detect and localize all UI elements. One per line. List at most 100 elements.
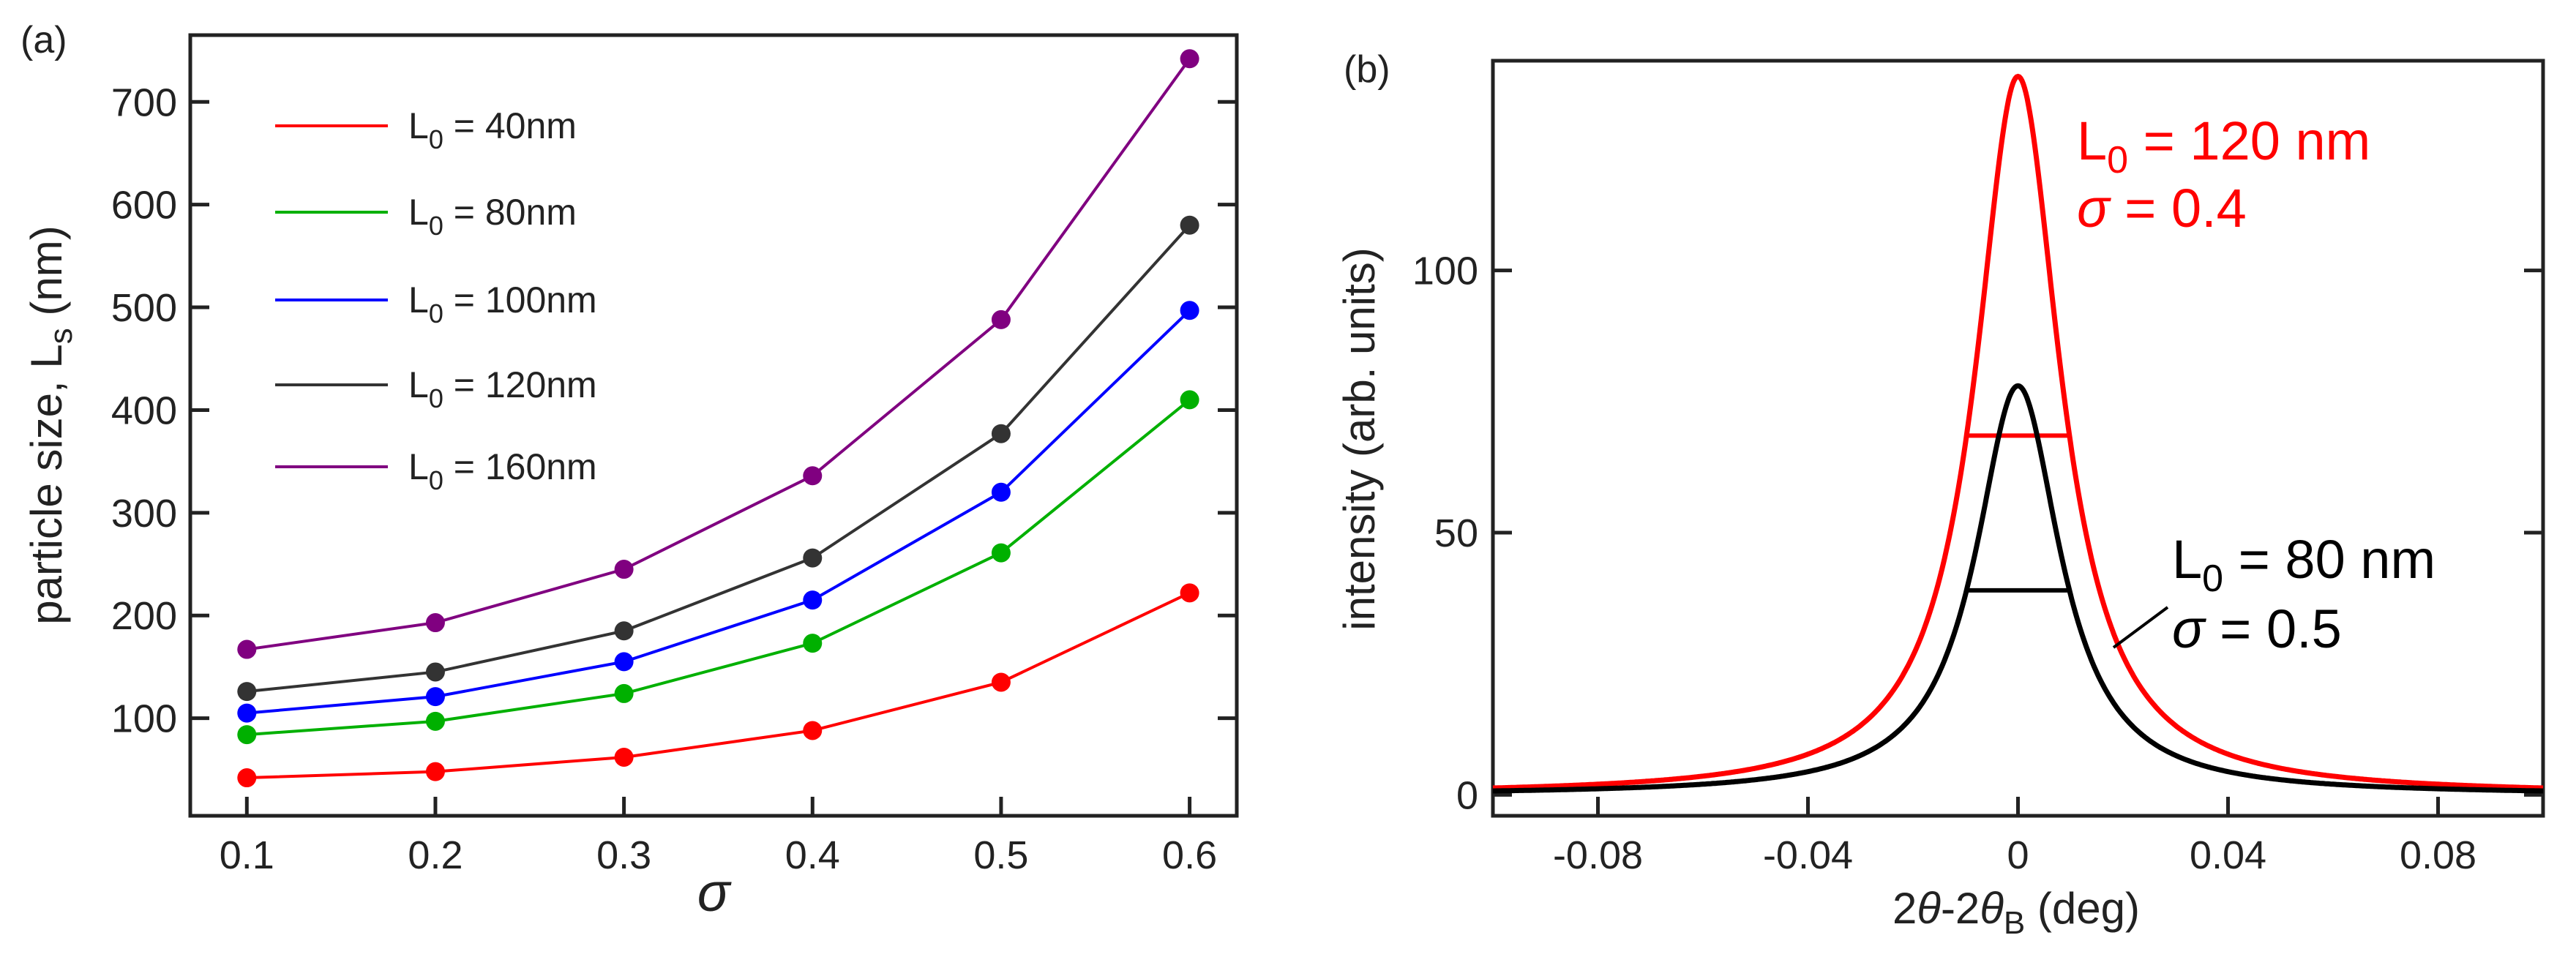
panel-a-y-label: particle size, Ls (nm) [22, 225, 79, 624]
a-legend-label: L0 = 80nm [408, 192, 577, 241]
a-point [1180, 301, 1199, 320]
annotation-black-sigma-rest: = 0.5 [2205, 598, 2342, 659]
a-xtick-label: 0.1 [220, 833, 274, 877]
a-point [803, 590, 823, 610]
b-xtick-label: 0 [2007, 833, 2029, 877]
a-legend-label: L0 = 160nm [408, 446, 597, 495]
a-legend-label: L0 = 100nm [408, 279, 597, 329]
panel-a: (a) 0.1 0.2 0.3 0.4 0.5 0.6 100 200 300 400 500 600… [20, 19, 1239, 923]
a-point [425, 613, 445, 633]
panel-b-y-label: intensity (arb. units) [1335, 247, 1384, 631]
b-peak-curve [1492, 73, 2544, 791]
annotation-black-sigma-sym: σ [2172, 598, 2206, 659]
a-ytick-label: 100 [111, 697, 177, 741]
panel-a-ticks: 0.1 0.2 0.3 0.4 0.5 0.6 100 200 300 400 500 600 700 [111, 80, 1237, 877]
a-ytick-label: 400 [111, 389, 177, 432]
panel-a-y-label-main: particle size, L [22, 344, 71, 625]
a-point [1180, 583, 1199, 603]
panel-a-x-label: σ [697, 862, 732, 923]
annotation-red-rest: = 120 nm [2128, 110, 2370, 171]
annotation-red-sigma-rest: = 0.4 [2110, 178, 2247, 239]
annotation-black-sigma: σ = 0.5 [2172, 598, 2342, 659]
a-point [803, 466, 823, 486]
panel-a-series [237, 49, 1199, 788]
annotation-red-sub: 0 [2107, 139, 2128, 181]
panel-b-x-label: 2θ-2θB (deg) [1892, 884, 2140, 941]
a-point [425, 662, 445, 682]
a-point [1180, 390, 1199, 410]
b-xtick-label: -0.08 [1553, 833, 1643, 877]
b-xtick-label: 0.08 [2400, 833, 2476, 877]
a-point [614, 560, 634, 579]
a-ytick-label: 700 [111, 80, 177, 124]
a-point [991, 672, 1011, 692]
panel-b-series [1492, 73, 2544, 794]
panel-b-x-label-theta2: θ [1980, 884, 2004, 933]
panel-b-x-label-p1: 2 [1892, 884, 1917, 933]
annotation-red-L: L [2077, 110, 2107, 171]
panel-b-x-label-p2: -2 [1941, 884, 1980, 933]
a-point [614, 621, 634, 641]
annotation-black-L: L [2172, 529, 2202, 590]
b-xtick-label: 0.04 [2190, 833, 2266, 877]
a-series-line [247, 58, 1191, 651]
a-series-line [247, 398, 1191, 737]
a-point [425, 711, 445, 731]
a-xtick-label: 0.4 [785, 833, 840, 877]
a-point [991, 309, 1011, 329]
a-point [614, 683, 634, 703]
b-peak-curve [1493, 383, 2543, 794]
annotation-black-rest: = 80 nm [2223, 529, 2435, 590]
a-point [803, 634, 823, 653]
b-xtick-label: -0.04 [1763, 833, 1853, 877]
a-point [237, 725, 257, 745]
b-ytick-label: 50 [1434, 511, 1478, 555]
a-point [425, 762, 445, 781]
a-point [991, 424, 1011, 443]
a-point [614, 747, 634, 767]
a-xtick-label: 0.3 [596, 833, 651, 877]
a-legend-label: L0 = 120nm [408, 364, 597, 413]
panel-a-frame [188, 33, 1239, 818]
annotation-black: L0 = 80 nm [2172, 529, 2435, 600]
a-series-line [247, 309, 1191, 715]
annotation-red-sigma: σ = 0.4 [2077, 178, 2247, 239]
a-point [1180, 215, 1199, 235]
annotation-black-pointer [2112, 606, 2169, 649]
a-xtick-label: 0.5 [973, 833, 1028, 877]
a-series-line [247, 224, 1191, 694]
a-point [991, 543, 1011, 563]
panel-a-legend: L0 = 40nm L0 = 80nm L0 = 100nm L0 = 120nm L0… [275, 105, 597, 495]
a-ytick-label: 600 [111, 184, 177, 228]
panel-b-frame [1491, 59, 2545, 818]
annotation-red: L0 = 120 nm [2077, 110, 2370, 181]
a-point [614, 652, 634, 672]
a-xtick-label: 0.2 [408, 833, 463, 877]
annotation-black-sub: 0 [2202, 558, 2223, 600]
panel-a-label: (a) [20, 19, 67, 61]
a-point [803, 721, 823, 740]
panel-b-x-label-theta1: θ [1917, 884, 1941, 933]
a-ytick-label: 500 [111, 286, 177, 330]
b-ytick-label: 0 [1456, 773, 1478, 817]
a-xtick-label: 0.6 [1162, 833, 1217, 877]
a-point [991, 482, 1011, 502]
panel-b-ticks: -0.08 -0.04 0 0.04 0.08 0 50 100 [1412, 249, 2543, 877]
a-point [803, 548, 823, 568]
a-point [425, 687, 445, 707]
a-ytick-label: 200 [111, 594, 177, 638]
panel-a-y-label-unit: (nm) [22, 225, 71, 328]
a-point [1180, 49, 1199, 69]
a-legend-label: L0 = 40nm [408, 105, 577, 154]
panel-b-x-label-unit: (deg) [2025, 884, 2140, 933]
panel-a-y-label-sub: s [43, 328, 79, 344]
a-point [237, 703, 257, 723]
panel-b-x-label-sub: B [2004, 905, 2025, 941]
annotation-red-sigma-sym: σ [2077, 178, 2111, 239]
a-point [237, 682, 257, 702]
a-point [237, 639, 257, 659]
a-series-line [247, 591, 1191, 780]
panel-b-label: (b) [1344, 48, 1390, 91]
